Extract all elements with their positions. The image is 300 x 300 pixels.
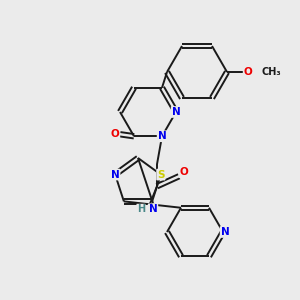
Text: O: O — [244, 67, 252, 77]
Text: N: N — [172, 107, 180, 117]
Text: N: N — [220, 227, 230, 237]
Text: S: S — [157, 169, 165, 180]
Text: CH₃: CH₃ — [261, 67, 280, 77]
Text: H: H — [137, 204, 145, 214]
Text: O: O — [180, 167, 188, 177]
Text: N: N — [148, 204, 158, 214]
Text: O: O — [111, 129, 119, 139]
Text: N: N — [111, 169, 119, 180]
Text: N: N — [158, 131, 166, 141]
